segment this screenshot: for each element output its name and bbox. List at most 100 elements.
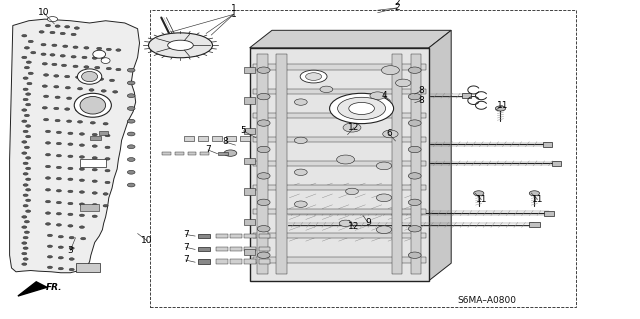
- Circle shape: [22, 152, 27, 154]
- Bar: [230, 234, 242, 238]
- Circle shape: [103, 193, 108, 195]
- Circle shape: [24, 220, 29, 223]
- Circle shape: [95, 66, 100, 69]
- Circle shape: [47, 256, 52, 258]
- Circle shape: [26, 199, 31, 202]
- Bar: [244, 128, 255, 134]
- Circle shape: [224, 150, 237, 156]
- Circle shape: [28, 72, 33, 75]
- Circle shape: [26, 125, 31, 127]
- Circle shape: [116, 49, 121, 51]
- Bar: [253, 209, 426, 214]
- Bar: [244, 188, 255, 195]
- Circle shape: [87, 110, 92, 112]
- Circle shape: [69, 236, 74, 239]
- Circle shape: [106, 67, 111, 70]
- Circle shape: [257, 67, 270, 73]
- Text: 1: 1: [231, 10, 236, 19]
- Circle shape: [77, 121, 83, 123]
- Circle shape: [23, 98, 28, 101]
- Circle shape: [92, 145, 97, 147]
- Circle shape: [23, 194, 28, 197]
- Bar: [240, 136, 250, 141]
- Ellipse shape: [74, 93, 111, 117]
- Circle shape: [396, 79, 411, 87]
- Circle shape: [23, 204, 28, 207]
- Circle shape: [26, 167, 31, 170]
- Bar: [188, 152, 196, 155]
- Circle shape: [26, 210, 31, 212]
- Circle shape: [257, 199, 270, 205]
- Circle shape: [45, 153, 51, 156]
- Circle shape: [69, 247, 74, 249]
- Circle shape: [56, 212, 61, 215]
- Bar: [257, 54, 268, 274]
- Bar: [253, 161, 426, 166]
- Circle shape: [71, 56, 76, 58]
- Circle shape: [105, 158, 110, 160]
- Circle shape: [127, 94, 135, 98]
- Circle shape: [127, 183, 135, 187]
- Circle shape: [92, 215, 97, 218]
- Circle shape: [408, 252, 421, 258]
- Circle shape: [41, 43, 46, 46]
- Circle shape: [343, 123, 361, 132]
- Circle shape: [79, 214, 84, 217]
- Circle shape: [106, 48, 111, 51]
- Text: 6: 6: [387, 130, 392, 138]
- Bar: [544, 211, 554, 216]
- Bar: [276, 54, 287, 274]
- Circle shape: [127, 81, 135, 85]
- Circle shape: [99, 78, 104, 80]
- Bar: [244, 259, 256, 264]
- Circle shape: [42, 63, 47, 65]
- Text: 3: 3: [68, 246, 73, 255]
- Text: 2: 2: [394, 4, 399, 12]
- Circle shape: [23, 258, 28, 260]
- Bar: [552, 161, 561, 166]
- Circle shape: [79, 226, 84, 228]
- Circle shape: [56, 177, 61, 180]
- Circle shape: [69, 268, 74, 271]
- Circle shape: [127, 158, 135, 161]
- Ellipse shape: [93, 50, 106, 58]
- Text: 12: 12: [348, 123, 360, 132]
- Bar: [212, 136, 222, 141]
- Bar: [198, 259, 210, 264]
- Circle shape: [73, 46, 78, 48]
- Ellipse shape: [168, 40, 193, 50]
- Circle shape: [24, 231, 29, 234]
- Circle shape: [320, 86, 333, 93]
- Circle shape: [47, 245, 52, 248]
- Bar: [244, 219, 255, 225]
- Circle shape: [376, 162, 392, 170]
- Bar: [99, 131, 108, 135]
- Ellipse shape: [349, 102, 374, 115]
- Circle shape: [44, 74, 49, 76]
- Circle shape: [257, 120, 270, 126]
- Bar: [244, 158, 255, 164]
- Circle shape: [103, 204, 108, 207]
- Circle shape: [54, 75, 59, 77]
- Circle shape: [84, 47, 89, 49]
- Bar: [216, 234, 228, 238]
- Circle shape: [127, 170, 135, 174]
- Circle shape: [23, 173, 28, 175]
- Circle shape: [52, 44, 57, 47]
- Circle shape: [383, 130, 398, 138]
- Circle shape: [79, 144, 84, 146]
- Circle shape: [65, 86, 70, 89]
- Circle shape: [28, 40, 33, 43]
- Circle shape: [55, 25, 60, 27]
- Circle shape: [79, 191, 84, 193]
- Bar: [529, 222, 540, 227]
- Circle shape: [408, 120, 421, 126]
- Text: 2: 2: [394, 0, 399, 7]
- Circle shape: [257, 226, 270, 232]
- Circle shape: [24, 47, 29, 49]
- Circle shape: [26, 157, 31, 159]
- Circle shape: [45, 212, 51, 214]
- Circle shape: [55, 119, 60, 122]
- Circle shape: [24, 66, 29, 69]
- Circle shape: [58, 246, 63, 249]
